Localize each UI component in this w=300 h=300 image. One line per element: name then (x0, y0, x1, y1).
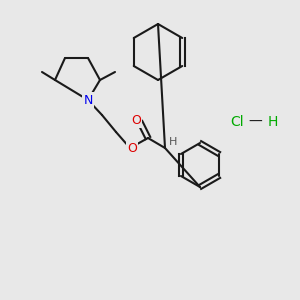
Text: Cl: Cl (230, 115, 244, 129)
Text: —: — (248, 115, 262, 129)
Text: H: H (169, 137, 177, 147)
Text: O: O (131, 113, 141, 127)
Text: O: O (127, 142, 137, 154)
Text: H: H (268, 115, 278, 129)
Text: N: N (83, 94, 93, 106)
